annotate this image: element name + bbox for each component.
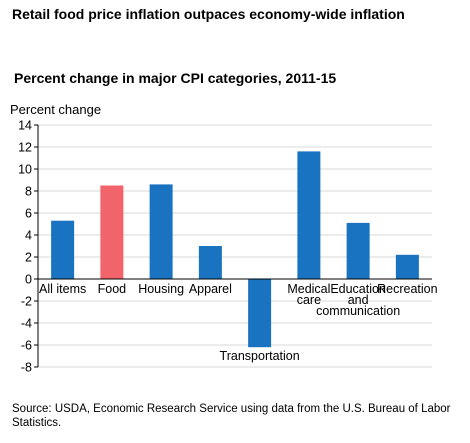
y-tick-label: 12	[18, 141, 32, 155]
bar	[149, 184, 173, 279]
category-label-line: communication	[316, 304, 400, 318]
category-label: Housing	[138, 282, 184, 296]
page-title: Retail food price inflation outpaces eco…	[12, 6, 405, 22]
category-label: Education and communication	[316, 282, 400, 318]
y-tick-label: 8	[25, 185, 32, 199]
y-tick-label: -8	[21, 361, 32, 375]
category-label-line: Recreation	[377, 282, 437, 296]
y-tick-label: 0	[25, 273, 32, 287]
category-label-line: Housing	[138, 282, 184, 296]
gridlines	[38, 124, 432, 368]
category-label-line: Apparel	[189, 282, 232, 296]
y-tick-label: 10	[18, 163, 32, 177]
y-axis-label: Percent change	[10, 102, 102, 117]
y-tick-label: -2	[21, 295, 32, 309]
category-label: Apparel	[189, 282, 232, 296]
chart-title: Percent change in major CPI categories, …	[14, 70, 337, 86]
bar	[248, 279, 272, 348]
bar	[395, 254, 419, 279]
category-labels: All items Food Housing Apparel Transportatio…	[39, 282, 438, 363]
category-label: Transportation	[220, 349, 300, 363]
y-tick-labels: 14 12 10 8 6 4 2 0 -2 -4 -6 -8	[18, 119, 32, 375]
y-tick-label: 2	[25, 251, 32, 265]
category-label: Food	[98, 282, 127, 296]
y-tick-label: -4	[21, 317, 32, 331]
category-label-line: Transportation	[220, 349, 300, 363]
bars	[51, 151, 419, 348]
y-tick-label: -6	[21, 339, 32, 353]
y-tick-label: 6	[25, 207, 32, 221]
category-label-line: Medical	[287, 282, 330, 296]
category-label-line: care	[297, 293, 321, 307]
category-label: Recreation	[377, 282, 437, 296]
bar	[100, 185, 124, 279]
category-label: All items	[39, 282, 86, 296]
category-label-line: Education	[330, 282, 386, 296]
axes	[34, 124, 432, 368]
category-label-line: All items	[39, 282, 86, 296]
bar	[198, 246, 222, 279]
bar	[346, 222, 370, 279]
category-label-line: and	[348, 293, 369, 307]
bar	[51, 220, 75, 279]
y-tick-label: 4	[25, 229, 32, 243]
category-label-line: Food	[98, 282, 127, 296]
bar	[297, 151, 321, 279]
category-label: Medical care	[287, 282, 330, 307]
source-note: Source: USDA, Economic Research Service …	[12, 403, 451, 429]
y-tick-label: 14	[18, 119, 32, 133]
